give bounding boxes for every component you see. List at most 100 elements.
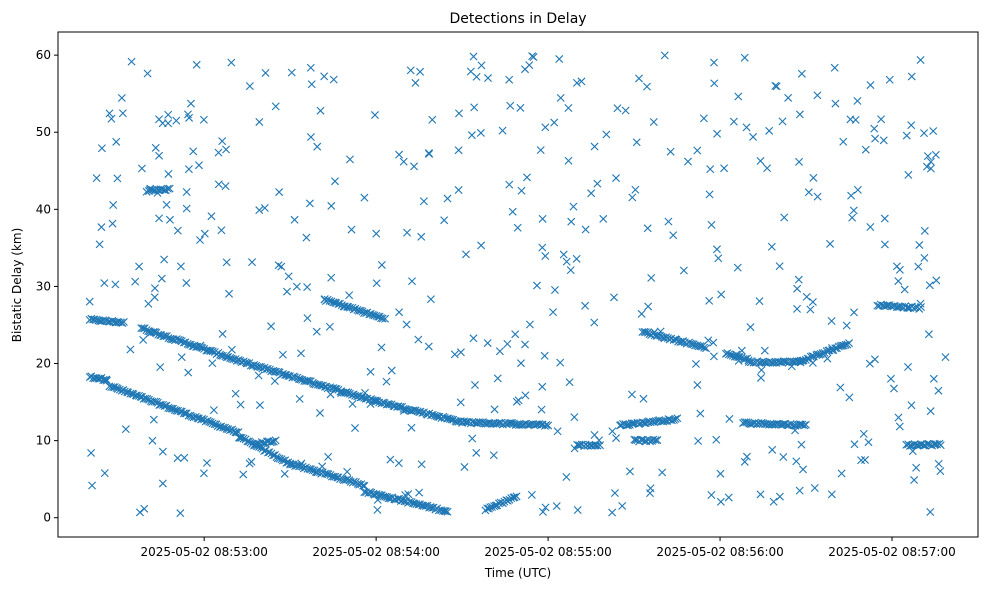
data-point xyxy=(775,262,784,271)
data-point xyxy=(857,456,866,465)
data-point xyxy=(359,481,368,490)
data-point xyxy=(484,74,492,83)
data-point xyxy=(926,164,935,173)
data-point xyxy=(564,156,573,165)
data-point xyxy=(312,327,321,336)
data-point xyxy=(408,277,417,286)
data-point xyxy=(347,390,356,399)
data-point xyxy=(749,132,758,141)
data-point xyxy=(109,201,118,210)
data-point xyxy=(483,419,492,428)
data-point xyxy=(297,459,306,468)
data-point xyxy=(658,468,667,477)
data-point xyxy=(831,99,840,108)
data-point xyxy=(196,236,204,245)
data-point xyxy=(612,174,621,183)
data-point xyxy=(510,493,519,502)
data-point xyxy=(428,115,437,124)
data-point xyxy=(349,477,358,486)
data-point xyxy=(165,215,174,224)
data-point xyxy=(227,345,236,354)
data-point xyxy=(929,374,938,383)
data-point xyxy=(864,438,873,447)
data-point xyxy=(94,374,103,383)
data-point xyxy=(599,214,608,223)
data-point xyxy=(904,170,913,179)
data-point xyxy=(116,318,125,327)
data-point xyxy=(184,368,193,377)
data-point xyxy=(202,458,211,467)
data-point xyxy=(177,353,186,362)
data-point xyxy=(516,103,525,112)
data-point xyxy=(639,394,648,403)
data-point xyxy=(146,184,155,193)
data-point xyxy=(797,440,806,449)
data-point xyxy=(637,309,646,318)
data-point xyxy=(194,161,203,170)
data-point xyxy=(313,142,322,151)
data-point xyxy=(709,58,718,67)
data-point xyxy=(155,214,164,223)
data-point xyxy=(150,284,159,293)
data-point xyxy=(725,414,734,423)
data-point xyxy=(490,405,499,414)
data-point xyxy=(407,423,416,432)
data-point xyxy=(529,53,538,62)
data-point xyxy=(403,228,412,237)
data-point xyxy=(756,156,765,165)
data-point xyxy=(506,101,515,110)
data-point xyxy=(307,80,316,89)
data-point xyxy=(158,479,167,488)
data-point xyxy=(827,343,836,352)
data-point xyxy=(366,367,375,376)
data-point xyxy=(329,384,338,393)
data-point xyxy=(158,447,167,456)
data-point xyxy=(227,58,236,67)
data-point xyxy=(155,115,164,124)
data-point xyxy=(866,81,875,90)
data-point xyxy=(936,467,945,476)
data-point xyxy=(192,60,201,69)
y-tick-label: 0 xyxy=(43,511,51,525)
data-point xyxy=(724,493,733,502)
data-point xyxy=(926,507,935,516)
data-point xyxy=(455,109,463,118)
data-point xyxy=(351,391,360,400)
data-point xyxy=(253,362,262,371)
data-point xyxy=(894,413,903,422)
data-point xyxy=(608,427,617,436)
data-point xyxy=(450,350,459,359)
data-point xyxy=(254,371,263,380)
data-point xyxy=(490,502,499,511)
data-point xyxy=(709,352,718,361)
data-point xyxy=(570,444,579,453)
x-tick-label: 2025-05-02 08:54:00 xyxy=(312,545,439,559)
data-point xyxy=(148,436,157,445)
data-point xyxy=(771,81,780,90)
data-point xyxy=(315,408,324,417)
data-point xyxy=(628,193,637,202)
data-point xyxy=(424,149,433,158)
data-point xyxy=(768,420,777,429)
data-point xyxy=(443,194,452,203)
data-point xyxy=(411,78,420,87)
data-point xyxy=(740,53,749,62)
data-point xyxy=(622,421,631,430)
data-point xyxy=(536,146,545,155)
data-point xyxy=(775,492,784,501)
data-point xyxy=(361,388,369,397)
y-tick-label: 20 xyxy=(36,357,51,371)
data-point xyxy=(498,126,507,135)
data-point xyxy=(324,470,333,479)
data-point xyxy=(248,258,257,267)
data-point xyxy=(710,79,719,88)
data-point xyxy=(269,437,278,446)
data-point xyxy=(144,299,153,308)
data-point xyxy=(303,376,312,385)
data-point xyxy=(700,343,709,352)
data-point xyxy=(646,484,655,493)
data-point xyxy=(577,77,586,86)
data-point xyxy=(931,150,940,159)
data-point xyxy=(394,459,403,468)
data-point xyxy=(740,457,749,466)
